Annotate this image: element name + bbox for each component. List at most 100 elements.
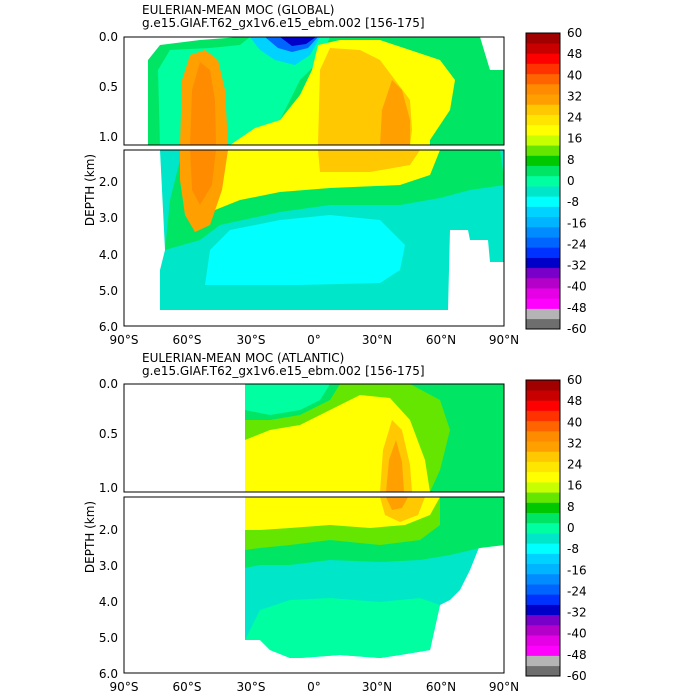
global-colorbar-frame [525,32,561,330]
global-colorbar-segment [526,145,560,156]
global-lower-core-orange [318,150,420,172]
atlantic-colorbar-segment [526,522,560,534]
global-ytick-5: 4.0 [99,248,118,262]
atlantic-colorbar-frame [525,379,561,677]
global-colorbar-segment [526,124,560,136]
atlantic-colorbar-label: 60 [567,373,582,387]
atlantic-xtick-5: 60°N [426,680,456,694]
atlantic-lower-frame [123,496,505,674]
atlantic-upper-surface [245,384,330,415]
atlantic-colorbar-label: -60 [567,669,587,683]
global-colorbar-segment [526,43,560,54]
global-ytick-3: 2.0 [99,175,118,189]
atlantic-colorbar-segment [526,584,560,595]
atlantic-colorbar-segment [526,624,560,636]
atlantic-colorbar-segment [526,594,560,605]
atlantic-ytick-5: 4.0 [99,595,118,609]
atlantic-colorbar-label: 32 [567,436,582,450]
atlantic-colorbar-segment [526,420,560,432]
global-colorbar-label: -60 [567,322,587,336]
atlantic-colorbar-segment [526,431,560,442]
global-colorbar-segment [526,257,560,269]
global-subtitle: g.e15.GIAF.T62_gx1v6.e15_ebm.002 [156-17… [142,16,425,30]
atlantic-colorbar-segment [526,645,560,656]
global-colorbar-segment [526,73,560,85]
global-upper-field [124,37,504,145]
global-colorbar-segment [526,104,560,115]
global-colorbar-segment [526,247,560,258]
global-colorbar-label: 8 [567,153,575,167]
global-colorbar-segment [526,84,560,95]
global-lower-frame [123,149,505,327]
atlantic-colorbar-label: 48 [567,394,582,408]
global-ytick-1: 0.5 [99,80,118,94]
global-lower-neg [205,215,405,285]
global-colorbar-segment [526,63,560,75]
global-colorbar-segment [526,196,560,207]
atlantic-ytick-7: 6.0 [99,667,118,681]
atlantic-xtick-3: 0° [307,680,321,694]
atlantic-lower-max [386,497,408,510]
atlantic-colorbar-segment [526,390,560,401]
atlantic-colorbar-segment [526,665,560,677]
global-ytick-0: 0.0 [99,30,118,44]
global-title: EULERIAN-MEAN MOC (GLOBAL) [142,3,334,17]
atlantic-colorbar-segment [526,492,560,503]
global-colorbar-segment [526,226,560,238]
atlantic-colorbar-label: 0 [567,521,575,535]
global-colorbar-segment [526,135,560,146]
atlantic-colorbar-segment [526,543,560,554]
atlantic-xtick-6: 90°N [489,680,519,694]
atlantic-colorbar-label: -16 [567,563,587,577]
atlantic-colorbar-label: 8 [567,500,575,514]
global-xtick-0: 90°S [110,333,139,347]
global-colorbar-label: 40 [567,68,582,82]
global-lower-field [124,150,504,326]
atlantic-xtick-0: 90°S [110,680,139,694]
global-colorbar-segment [526,267,560,279]
atlantic-colorbar-segment [526,400,560,411]
atlantic-colorbar-segment [526,461,560,473]
atlantic-colorbar-label: 40 [567,415,582,429]
global-xtick-4: 30°N [362,333,392,347]
atlantic-colorbar-segment [526,533,560,544]
global-lower-deacon-core [190,150,216,205]
atlantic-xtick-1: 60°S [173,680,202,694]
global-xtick-1: 60°S [173,333,202,347]
atlantic-colorbar-segment [526,553,560,565]
global-colorbar-segment [526,175,560,187]
global-xtick-2: 30°S [237,333,266,347]
atlantic-colorbar-segment [526,482,560,493]
atlantic-xtick-4: 30°N [362,680,392,694]
global-colorbar-label: -32 [567,259,587,273]
atlantic-colorbar: 60 48 40 32 24 16 8 0 -8 -16 -24 -32 -40 -48 -60 [525,373,587,683]
global-ytick-6: 5.0 [99,284,118,298]
global-xtick-5: 60°N [426,333,456,347]
atlantic-upper-field [124,384,504,492]
global-ytick-7: 6.0 [99,320,118,334]
atlantic-colorbar-segment [526,655,560,667]
global-colorbar-label: -16 [567,216,587,230]
atlantic-ytick-1: 0.5 [99,427,118,441]
global-colorbar-segment [526,165,560,177]
global-colorbar-segment [526,53,560,64]
atlantic-x-axis: 90°S 60°S 30°S 0° 30°N 60°N 90°N [110,680,520,694]
global-colorbar-segment [526,216,560,228]
global-colorbar-segment [526,298,560,309]
global-colorbar-segment [526,277,560,289]
global-ytick-4: 3.0 [99,211,118,225]
atlantic-ytick-2: 1.0 [99,481,118,495]
atlantic-colorbar-label: 24 [567,458,582,472]
global-xtick-6: 90°N [489,333,519,347]
global-upper-amoc [380,80,410,145]
atlantic-colorbar-label: -40 [567,627,587,641]
atlantic-colorbar-segment [526,512,560,524]
atlantic-colorbar-segment [526,471,560,483]
global-ytick-2: 1.0 [99,130,118,144]
global-x-axis: 90°S 60°S 30°S 0° 30°N 60°N 90°N [110,333,520,347]
atlantic-lower-abyss [245,598,440,658]
global-xtick-3: 0° [307,333,321,347]
global-colorbar-label: 16 [567,132,582,146]
global-upper-frame [123,36,505,146]
